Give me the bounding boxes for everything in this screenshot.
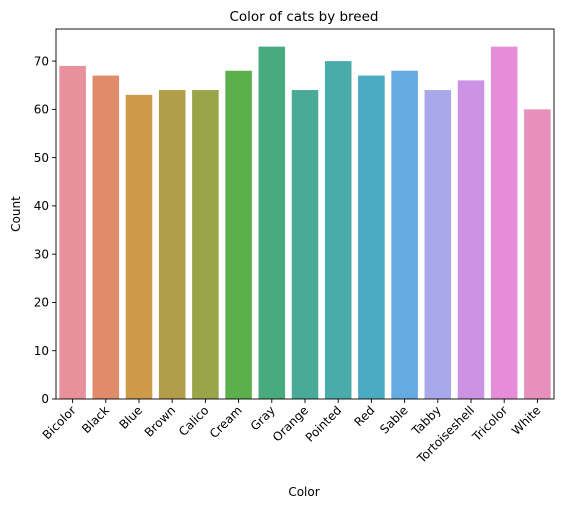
y-axis: 0 10 20 30 40 50 60 70: [34, 54, 56, 406]
y-tick-label: 60: [34, 103, 49, 117]
x-axis-label: Color: [288, 485, 319, 499]
y-tick-label: 50: [34, 151, 49, 165]
bar-pointed: [324, 61, 352, 399]
y-tick-label: 40: [34, 199, 49, 213]
x-tick-label: Cream: [207, 403, 245, 441]
x-tick-label: Calico: [176, 403, 212, 439]
bar-tricolor: [490, 46, 518, 400]
bar-gray: [258, 46, 286, 400]
bar-calico: [192, 90, 219, 399]
bar-black: [92, 75, 120, 399]
bar-bicolor: [59, 65, 86, 400]
x-tick-label: Blue: [116, 403, 145, 432]
bars-layer: [59, 46, 551, 400]
y-tick-label: 10: [34, 344, 49, 358]
x-tick-label: Tricolor: [469, 403, 510, 444]
x-tick-label: Black: [79, 403, 112, 436]
bar-tabby: [424, 90, 452, 399]
x-tick-label: Pointed: [303, 403, 345, 445]
chart-title: Color of cats by breed: [229, 9, 378, 25]
y-axis-label: Count: [9, 196, 23, 232]
x-tick-label: Gray: [248, 403, 278, 433]
bar-orange: [291, 90, 319, 399]
x-tick-label: Sable: [377, 403, 410, 436]
bar-cream: [225, 70, 252, 399]
y-tick-label: 20: [34, 296, 49, 310]
y-tick-label: 30: [34, 247, 49, 261]
y-tick-label: 0: [41, 392, 49, 406]
y-tick-label: 70: [34, 54, 49, 68]
plot-frame: [55, 28, 555, 400]
x-tick-label: Red: [351, 403, 377, 429]
x-tick-label: Brown: [142, 403, 179, 440]
bar-sable: [391, 70, 418, 399]
bar-tortoiseshell: [457, 80, 485, 399]
bar-blue: [125, 94, 153, 399]
bar-white: [524, 109, 551, 400]
bar-brown: [158, 90, 186, 399]
bar-red: [358, 75, 385, 399]
x-tick-label: Bicolor: [40, 403, 79, 442]
x-tick-label: White: [509, 403, 544, 438]
